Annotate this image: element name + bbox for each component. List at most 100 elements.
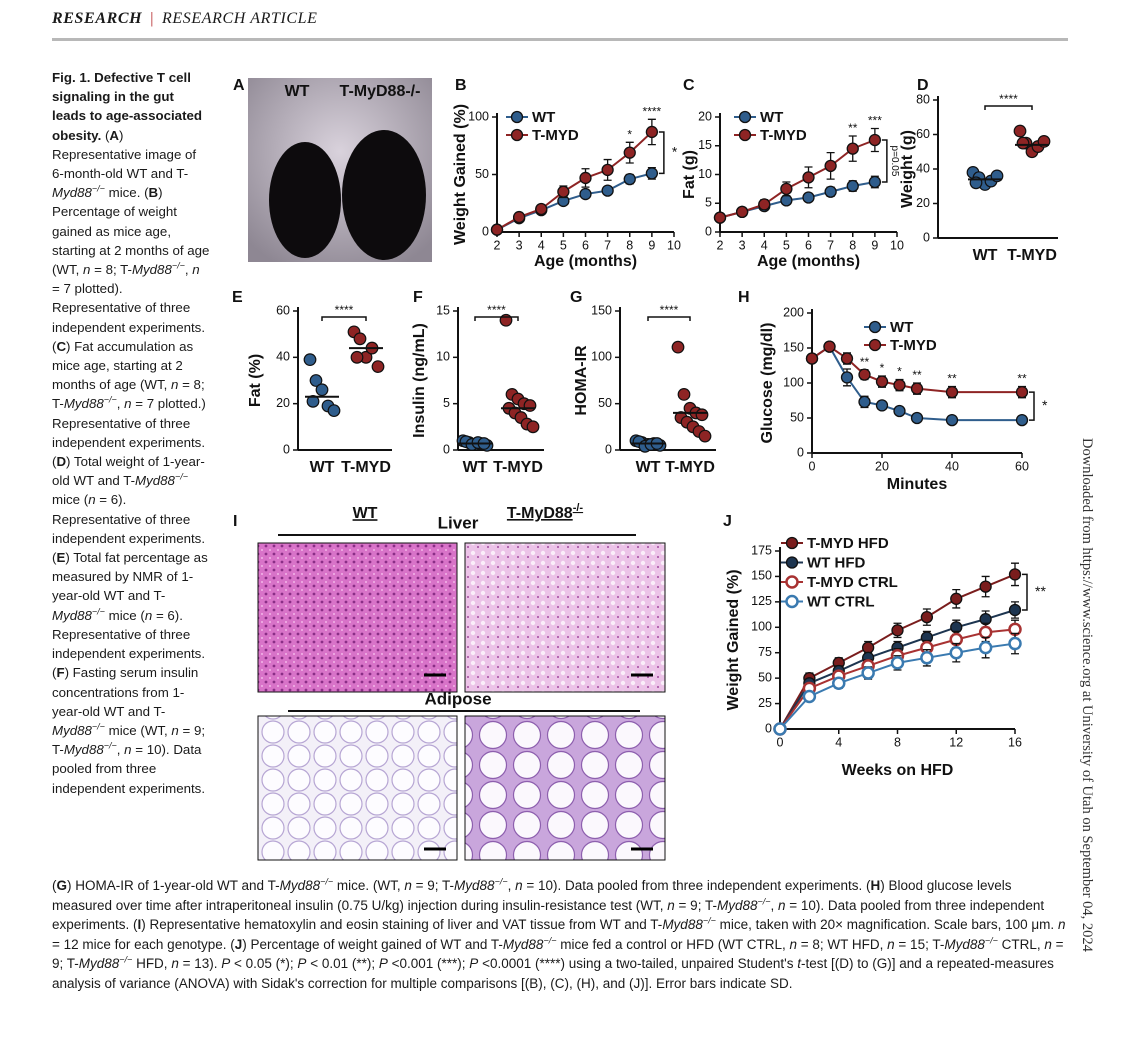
legend-label: WT CTRL xyxy=(807,593,874,610)
data-point xyxy=(623,146,636,159)
data-point xyxy=(868,133,882,147)
caption-run: mice, taken with 20× magnification. Scal… xyxy=(715,917,1058,933)
data-point xyxy=(832,676,846,690)
data-point xyxy=(645,167,659,180)
data-point xyxy=(805,352,819,365)
caption-run: Myd88 xyxy=(63,396,104,412)
legend-marker xyxy=(785,594,799,609)
caption-run: HFD, xyxy=(132,956,172,972)
caption-continued: (G) HOMA-IR of 1-year-old WT and T-Myd88… xyxy=(52,876,1074,994)
x-tick-label: 7 xyxy=(604,238,611,252)
caption-run: = 10). Data pooled from three independen… xyxy=(52,897,1045,933)
caption-run: , xyxy=(116,742,125,758)
y-tick-label: 40 xyxy=(916,161,930,175)
x-tick-label: WT xyxy=(310,459,335,476)
caption-run: −/− xyxy=(103,395,117,406)
caption-run: G xyxy=(56,878,68,893)
caption-run: ) Blood glucose levels measured over tim… xyxy=(52,878,1012,913)
y-tick-label: 150 xyxy=(751,569,772,583)
y-tick-label: 0 xyxy=(705,224,712,238)
data-point xyxy=(557,185,570,198)
caption-run: Myd88 xyxy=(52,607,92,623)
y-axis-label: Insulin (ng/mL) xyxy=(411,323,428,438)
chart: 0 20 40 60 80 Weight (g) D WT T-MYD **** xyxy=(899,77,1058,264)
data-point xyxy=(773,722,787,736)
caption-run: Myd88 xyxy=(131,262,172,278)
caption-run: n xyxy=(887,936,895,952)
y-tick-label: 0 xyxy=(923,230,930,244)
caption-run: = 8; T- xyxy=(90,262,132,278)
x-tick-label: 7 xyxy=(827,238,834,252)
significance: ** xyxy=(912,368,922,382)
caption-run: Myd88 xyxy=(944,936,985,952)
data-point xyxy=(945,385,959,399)
caption-run: −/− xyxy=(119,954,133,965)
caption-run: P xyxy=(297,956,307,972)
data-point xyxy=(601,184,614,197)
significance: ** xyxy=(1017,372,1027,386)
x-tick-label: 8 xyxy=(894,735,901,749)
caption-run: mice. (WT, xyxy=(333,878,405,893)
article-type: RESEARCH ARTICLE xyxy=(162,10,318,27)
legend-label: T-MYD CTRL xyxy=(807,574,898,591)
y-tick-label: 25 xyxy=(758,696,772,710)
caption-run: n xyxy=(667,897,675,913)
data-point xyxy=(802,689,817,704)
caption-run: C xyxy=(56,338,67,354)
caption-run: = 13). xyxy=(178,956,222,972)
caption-run: Myd88 xyxy=(63,742,104,758)
y-tick-label: 200 xyxy=(783,305,804,319)
data-point xyxy=(920,651,934,665)
caption-run: −/− xyxy=(757,896,771,907)
data-point xyxy=(601,163,614,177)
caption-run: n xyxy=(1057,917,1066,933)
data-point xyxy=(920,610,934,624)
data-point xyxy=(350,350,364,364)
panel-letter: B xyxy=(455,77,467,94)
y-tick-label: 40 xyxy=(276,350,290,364)
x-axis-label: Age (months) xyxy=(534,253,637,270)
data-point xyxy=(512,210,526,224)
caption-run: n xyxy=(171,722,179,738)
y-tick-label: 0 xyxy=(482,224,489,238)
x-tick-label: 10 xyxy=(667,238,681,252)
y-tick-label: 175 xyxy=(751,543,772,557)
panel-letter: H xyxy=(738,289,750,306)
significance: * xyxy=(880,361,885,375)
data-point xyxy=(490,223,504,236)
data-point xyxy=(758,198,771,211)
chart: 0 50 100 150 200 Glucose (mg/dl) H 0 20 40 60 Minut… xyxy=(738,289,1048,493)
data-point xyxy=(893,404,906,418)
caption-run: = 10). Data pooled from three independen… xyxy=(52,742,206,796)
caption-run: mice ( xyxy=(104,607,145,623)
genotype-label: T-MyD88-/- xyxy=(507,502,584,522)
legend-label: WT xyxy=(760,109,783,126)
caption-run: n xyxy=(192,262,200,278)
data-point xyxy=(579,171,592,185)
caption-run: n xyxy=(170,377,179,393)
legend-label: WT HFD xyxy=(807,554,865,571)
y-tick-label: 15 xyxy=(436,303,450,317)
data-point xyxy=(910,411,924,425)
caption-run: n xyxy=(124,742,132,758)
bracket xyxy=(881,139,888,183)
caption-run: n xyxy=(88,492,96,508)
genotype-label: WT xyxy=(353,505,378,522)
legend-label: T-MYD HFD xyxy=(807,535,889,552)
legend-marker xyxy=(785,536,799,550)
data-point xyxy=(840,352,854,365)
caption-run: <0.001 (***); xyxy=(387,956,470,972)
data-point xyxy=(858,368,871,381)
data-point xyxy=(875,375,889,388)
caption-run: = 6). Representative of three independen… xyxy=(52,607,206,681)
legend-label: T-MYD xyxy=(760,127,807,144)
data-point xyxy=(945,413,959,427)
x-tick-label: T-MYD xyxy=(493,459,543,476)
genotype-name: T-MyD88 xyxy=(507,505,573,522)
caption-run: n xyxy=(789,936,798,952)
tissue-label: Liver xyxy=(438,513,479,532)
data-point xyxy=(846,142,859,155)
caption-run: ) Total weight of 1-year-old WT and T- xyxy=(52,454,205,489)
caption-run: ) Fat accumulation as mice age, starting… xyxy=(52,338,194,393)
